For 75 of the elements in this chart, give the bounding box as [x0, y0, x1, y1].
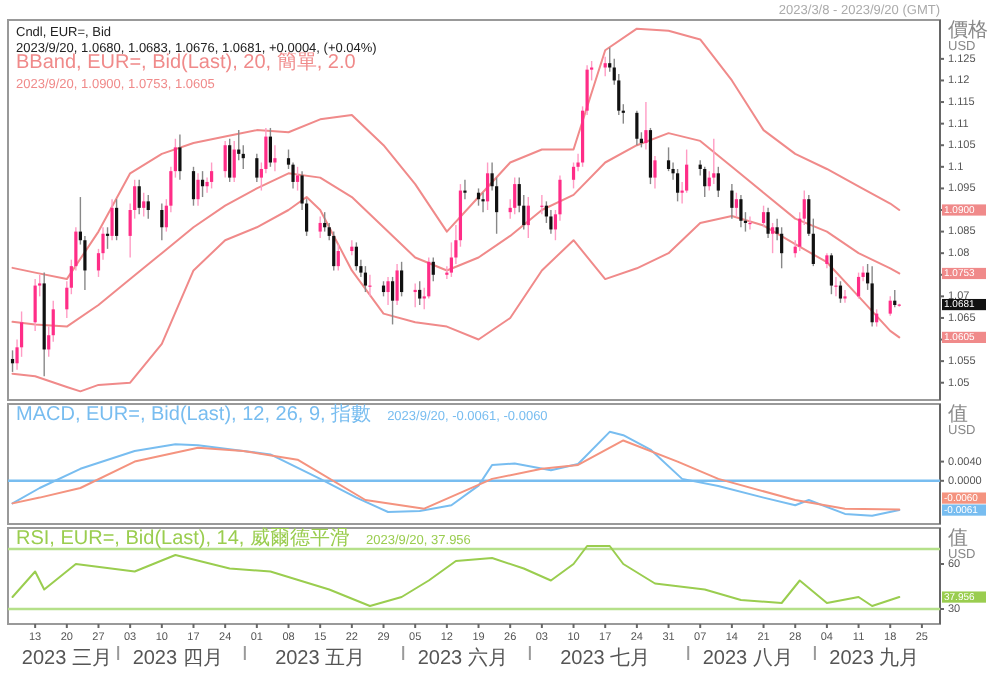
- candlestick: [160, 202, 164, 241]
- candlestick: [571, 161, 576, 190]
- candlestick: [834, 276, 838, 298]
- candlestick: [485, 161, 490, 211]
- candlestick: [666, 146, 671, 172]
- text: 2023 四月: [132, 648, 223, 670]
- candlestick: [675, 168, 680, 203]
- line-series: [11, 27, 901, 281]
- candlestick: [431, 256, 435, 282]
- candlestick: [481, 192, 485, 213]
- candlestick: [363, 265, 368, 293]
- text: 2023 九月: [829, 646, 920, 670]
- candlestick: [780, 226, 784, 269]
- candlestick: [829, 252, 834, 295]
- candlestick: [114, 198, 119, 241]
- annotation: RSI, EUR=, Bid(Last), 14, 威爾德平滑: [16, 526, 350, 550]
- candlestick: [268, 127, 273, 168]
- candlestick: [354, 241, 358, 272]
- candlestick: [644, 101, 648, 151]
- candlestick: [712, 138, 716, 185]
- candlestick: [730, 183, 734, 220]
- line-series: [11, 132, 901, 328]
- line-series: [11, 196, 901, 393]
- candlestick: [526, 196, 530, 239]
- candlestick: [463, 179, 467, 200]
- candlestick: [856, 271, 861, 300]
- candlestick: [137, 179, 141, 216]
- candlestick: [273, 144, 277, 172]
- candlestick: [191, 166, 196, 207]
- candlestick: [734, 192, 739, 218]
- candlestick: [196, 172, 200, 207]
- candlestick: [716, 166, 720, 198]
- candlestick: [33, 278, 37, 332]
- candlestick: [653, 155, 657, 190]
- candlestick: [870, 265, 874, 328]
- candlestick: [400, 261, 404, 298]
- candlestick: [703, 166, 707, 198]
- candlestick: [513, 176, 517, 216]
- candlestick: [368, 274, 372, 298]
- candlestick: [549, 209, 553, 235]
- candlestick: [771, 222, 775, 254]
- candlestick: [766, 207, 770, 239]
- candlestick: [748, 215, 752, 231]
- candlestick: [390, 276, 395, 326]
- candlestick: [739, 194, 743, 228]
- candlestick: [386, 276, 390, 306]
- line-series: [11, 545, 901, 607]
- candlestick: [295, 166, 300, 192]
- candlestick: [395, 263, 399, 306]
- candlestick: [888, 295, 892, 317]
- candlestick: [761, 204, 766, 228]
- candlestick: [843, 289, 847, 304]
- candlestick: [178, 133, 182, 181]
- candlestick: [838, 280, 843, 304]
- candlestick: [146, 194, 150, 220]
- candlestick: [209, 161, 214, 190]
- candlestick: [223, 140, 227, 179]
- candlestick: [228, 138, 232, 183]
- candlestick: [648, 127, 653, 185]
- text: 2023 六月: [417, 646, 508, 670]
- text: 2023 三月: [21, 648, 112, 670]
- candlestick: [336, 243, 340, 272]
- text: 2023 七月: [560, 646, 651, 670]
- text: 2023 五月: [275, 648, 366, 670]
- candlestick: [142, 192, 146, 218]
- candlestick: [332, 230, 336, 272]
- candlestick: [255, 153, 259, 183]
- candlestick: [635, 109, 639, 146]
- candlestick: [418, 280, 422, 306]
- candlestick: [110, 198, 114, 241]
- text: 2023 八月: [702, 648, 793, 670]
- annotation: MACD, EUR=, Bid(Last), 12, 26, 9, 指數: [16, 402, 372, 426]
- candlestick: [232, 140, 236, 183]
- candlestick: [318, 215, 322, 239]
- candlestick: [603, 56, 607, 77]
